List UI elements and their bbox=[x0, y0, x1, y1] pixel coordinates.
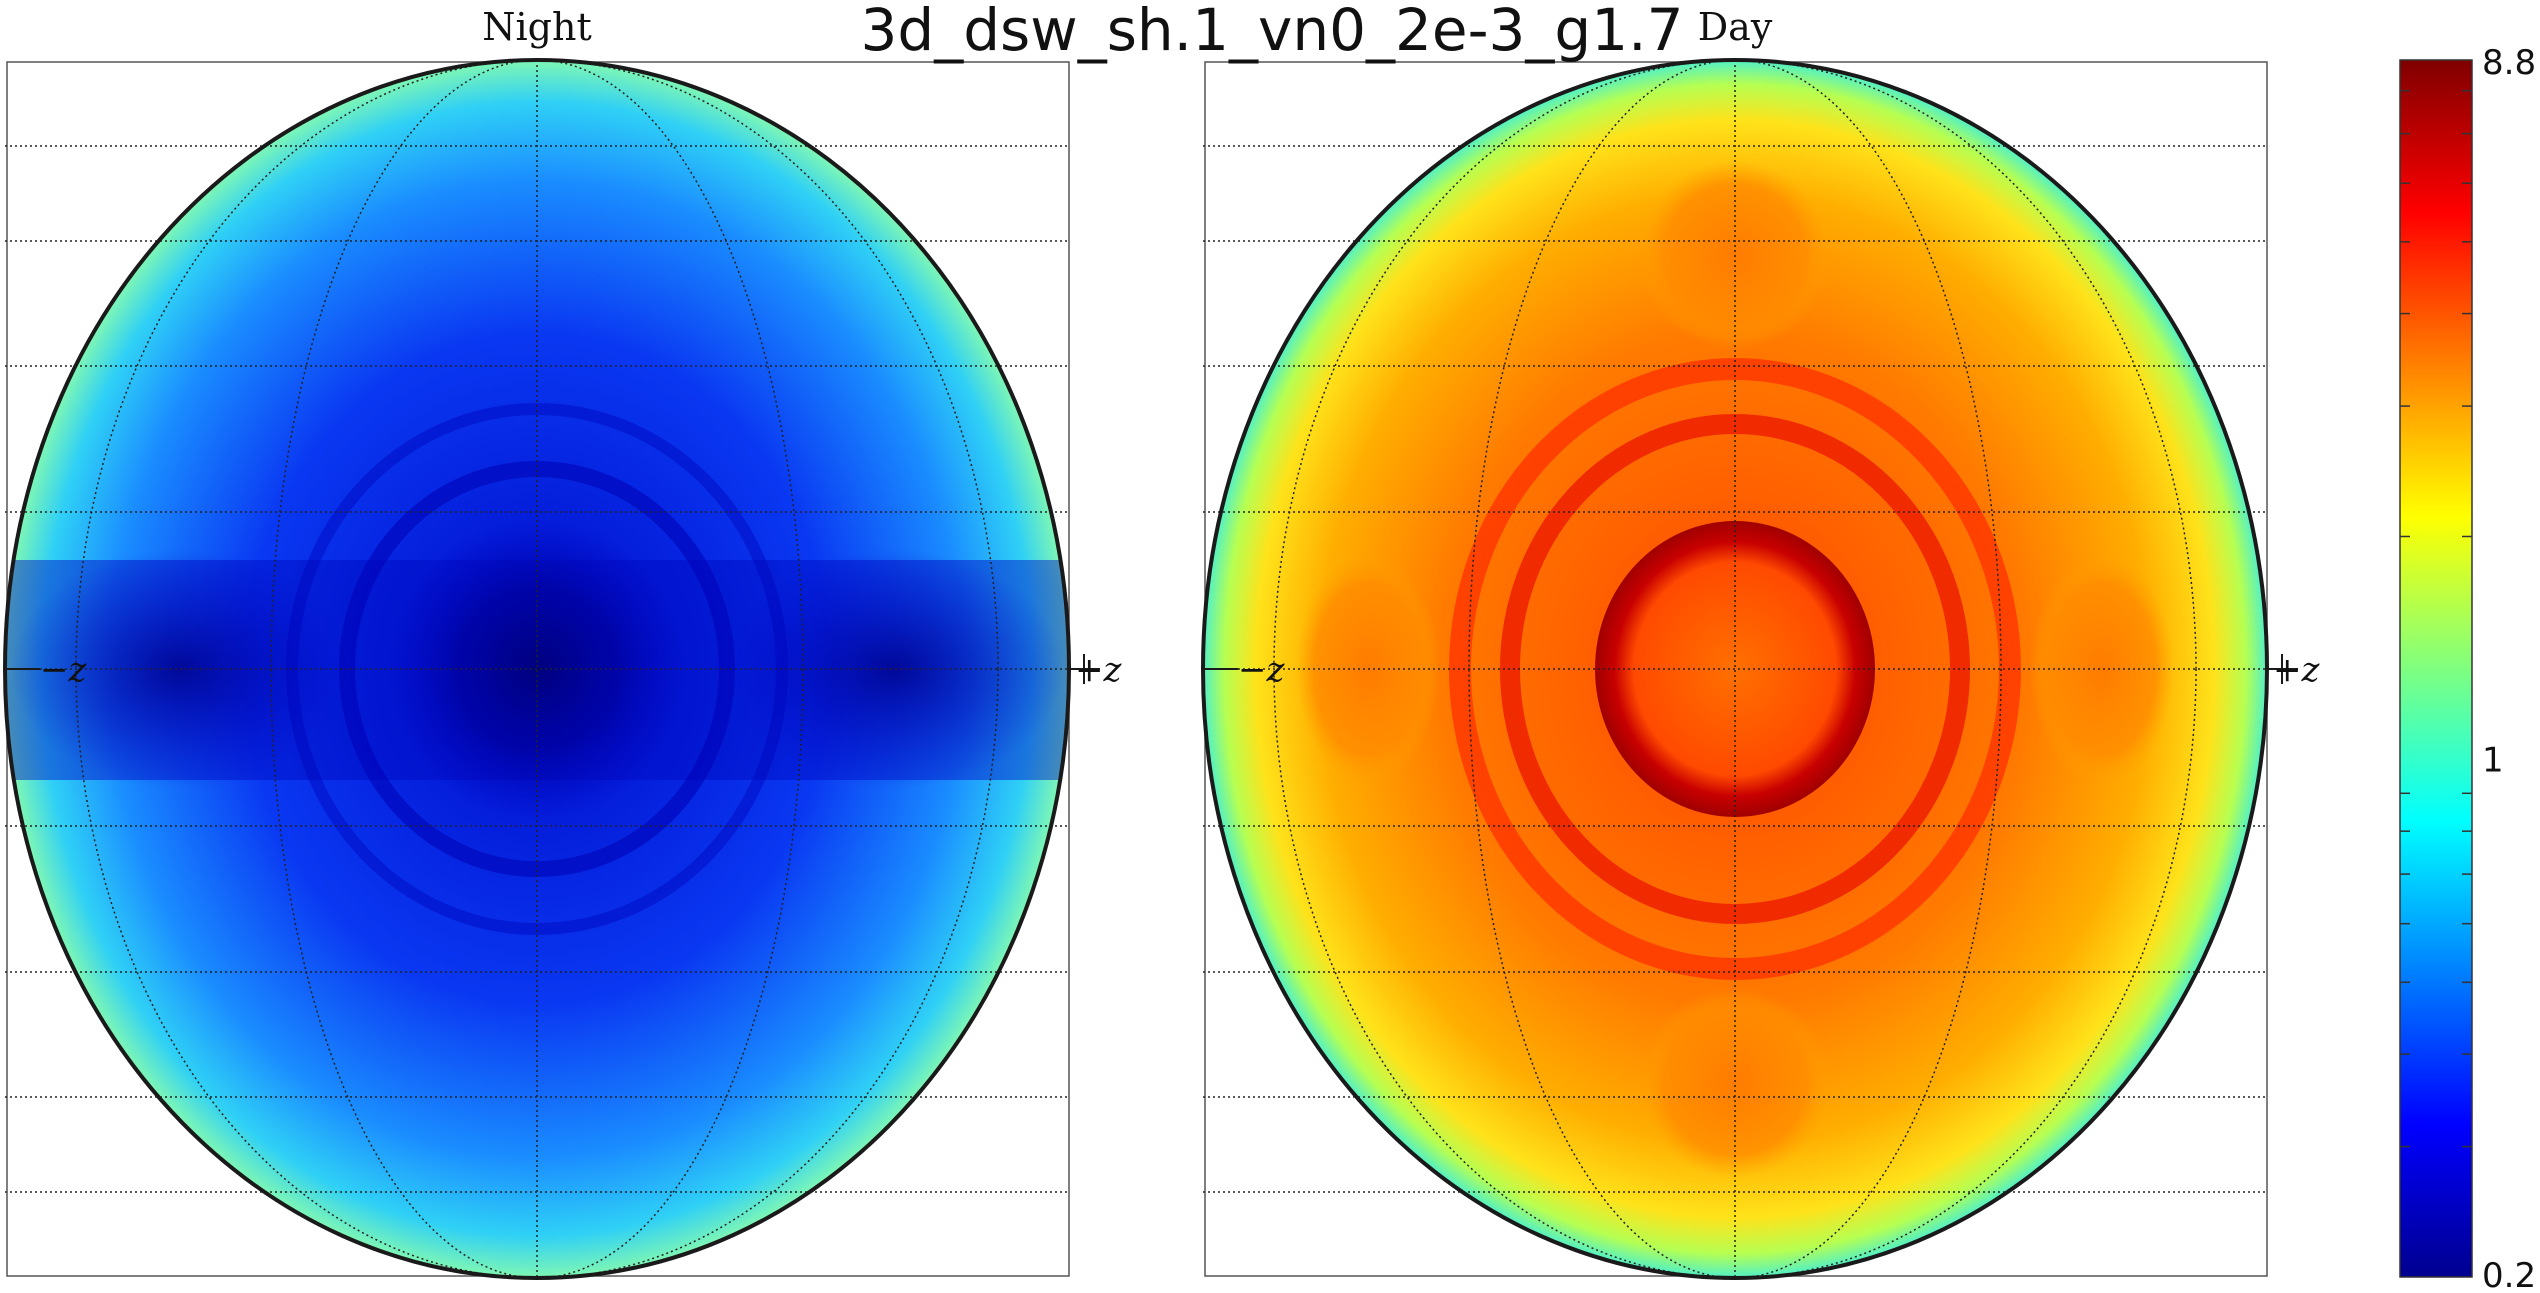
day-left-axis-label: −z bbox=[1238, 650, 1285, 690]
colorbar-gradient bbox=[2399, 59, 2473, 1278]
night-left-axis-label: −z bbox=[40, 650, 87, 690]
night-right-axis-label: +z bbox=[1075, 650, 1122, 690]
day-lobe-right bbox=[2030, 554, 2174, 784]
colorbar-tick-label-max: 8.8 bbox=[2482, 43, 2536, 83]
colorbar: 8.8 1 0.2 bbox=[2399, 43, 2536, 1293]
day-axis-ticks bbox=[1203, 654, 2298, 684]
day-lobe-bottom bbox=[1640, 988, 1830, 1178]
figure-title: 3d_dsw_sh.1_vn0_2e-3_g1.7 bbox=[861, 0, 1684, 64]
day-panel: Day −z +z bbox=[1201, 5, 2320, 1280]
night-panel: Night −z +z bbox=[3, 5, 1122, 1280]
night-panel-title: Night bbox=[482, 5, 591, 49]
night-right-minimum bbox=[724, 549, 1064, 789]
colorbar-minor-ticks bbox=[2400, 89, 2472, 1148]
colorbar-tick-label-one: 1 bbox=[2482, 740, 2504, 780]
colorbar-tick-label-min: 0.2 bbox=[2482, 1256, 2536, 1293]
day-right-axis-label: +z bbox=[2273, 650, 2320, 690]
day-panel-title: Day bbox=[1698, 5, 1773, 49]
night-axis-ticks bbox=[5, 654, 1100, 684]
